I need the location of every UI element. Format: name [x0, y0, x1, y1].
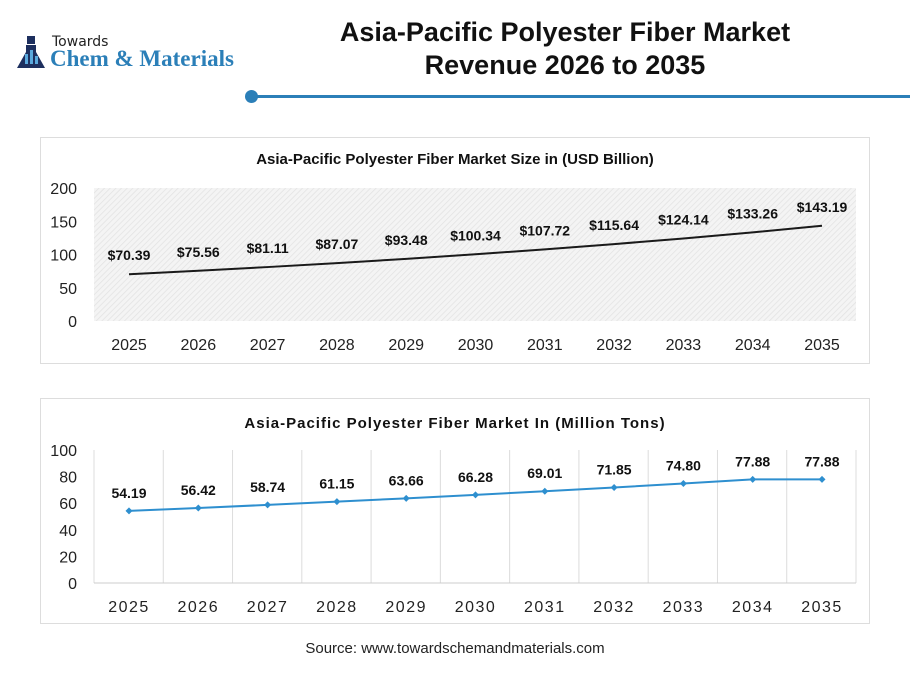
data-point [610, 483, 618, 491]
data-label: 66.28 [458, 469, 493, 485]
x-tick-label: 2035 [801, 599, 843, 616]
title-rule [252, 95, 910, 98]
y-tick-label: 200 [50, 181, 77, 198]
data-point [818, 475, 826, 483]
data-label: $81.11 [247, 240, 289, 256]
x-tick-label: 2026 [178, 599, 220, 616]
x-tick-label: 2030 [455, 599, 497, 616]
data-label: 58.74 [250, 479, 285, 495]
y-tick-label: 40 [59, 523, 77, 540]
data-label: 69.01 [527, 465, 562, 481]
page-title: Asia-Pacific Polyester Fiber Market Reve… [300, 16, 830, 82]
title-line-1: Asia-Pacific Polyester Fiber Market [339, 17, 791, 47]
data-label: 77.88 [735, 453, 770, 469]
y-tick-label: 100 [50, 443, 77, 460]
data-label: $133.26 [727, 205, 778, 221]
y-tick-label: 20 [59, 549, 77, 566]
data-label: 56.42 [181, 482, 216, 498]
data-label: 74.80 [666, 458, 701, 474]
x-tick-label: 2028 [316, 599, 358, 616]
title-line-2: Revenue 2026 to 2035 [424, 50, 706, 80]
x-tick-label: 2025 [111, 337, 147, 354]
y-tick-label: 150 [50, 214, 77, 231]
x-tick-label: 2027 [250, 337, 286, 354]
data-point [472, 491, 479, 499]
x-tick-label: 2026 [181, 337, 217, 354]
x-tick-label: 2034 [732, 599, 774, 616]
data-label: 71.85 [597, 461, 632, 477]
chart-title: Asia-Pacific Polyester Fiber Market Size… [256, 151, 654, 168]
series-line [128, 224, 823, 276]
data-point [264, 501, 272, 509]
data-label: $70.39 [108, 247, 151, 263]
revenue-chart: Asia-Pacific Polyester Fiber Market Size… [50, 151, 856, 354]
data-label: $93.48 [385, 232, 428, 248]
x-tick-label: 2035 [804, 337, 840, 354]
x-tick-label: 2029 [388, 337, 424, 354]
y-tick-label: 0 [68, 576, 77, 593]
data-label: $143.19 [797, 199, 848, 215]
data-label: $124.14 [658, 211, 709, 227]
x-tick-label: 2032 [596, 337, 632, 354]
data-label: 77.88 [804, 453, 839, 469]
source-note: Source: www.towardschemandmaterials.com [305, 640, 605, 657]
chart-card-revenue: Asia-Pacific Polyester Fiber Market Size… [40, 137, 870, 364]
logo-text-small: Towards [52, 34, 109, 50]
y-tick-label: 50 [59, 281, 77, 298]
data-label: $75.56 [177, 244, 220, 260]
title-rule-dot [245, 90, 258, 103]
data-label: $115.64 [589, 217, 639, 233]
data-point [679, 480, 687, 488]
data-point [125, 507, 133, 515]
data-point [402, 494, 410, 502]
chart-title: Asia-Pacific Polyester Fiber Market In (… [244, 415, 665, 432]
data-label: $100.34 [450, 227, 501, 243]
y-tick-label: 60 [59, 496, 77, 513]
data-label: 63.66 [389, 472, 424, 488]
x-tick-label: 2031 [527, 337, 563, 354]
data-label: $107.72 [519, 222, 570, 238]
data-label: $87.07 [315, 236, 358, 252]
flask-icon [17, 36, 45, 68]
x-tick-label: 2027 [247, 599, 289, 616]
x-tick-label: 2031 [524, 599, 566, 616]
x-tick-label: 2028 [319, 337, 355, 354]
y-tick-label: 100 [50, 248, 77, 265]
x-tick-label: 2030 [458, 337, 494, 354]
y-tick-label: 80 [59, 470, 77, 487]
chart-card-volume: Asia-Pacific Polyester Fiber Market In (… [40, 398, 870, 624]
x-tick-label: 2025 [108, 599, 150, 616]
data-label: 54.19 [111, 485, 146, 501]
volume-chart: Asia-Pacific Polyester Fiber Market In (… [50, 415, 857, 616]
y-tick-label: 0 [68, 314, 77, 331]
data-point [541, 487, 549, 495]
data-point [333, 498, 341, 506]
x-tick-label: 2032 [593, 599, 635, 616]
x-tick-label: 2033 [663, 599, 705, 616]
x-tick-label: 2034 [735, 337, 771, 354]
data-point [194, 504, 202, 512]
x-tick-label: 2029 [385, 599, 427, 616]
data-label: 61.15 [319, 476, 354, 492]
logo-text-big: Chem & Materials [50, 46, 234, 71]
data-point [749, 475, 757, 483]
x-tick-label: 2033 [666, 337, 702, 354]
